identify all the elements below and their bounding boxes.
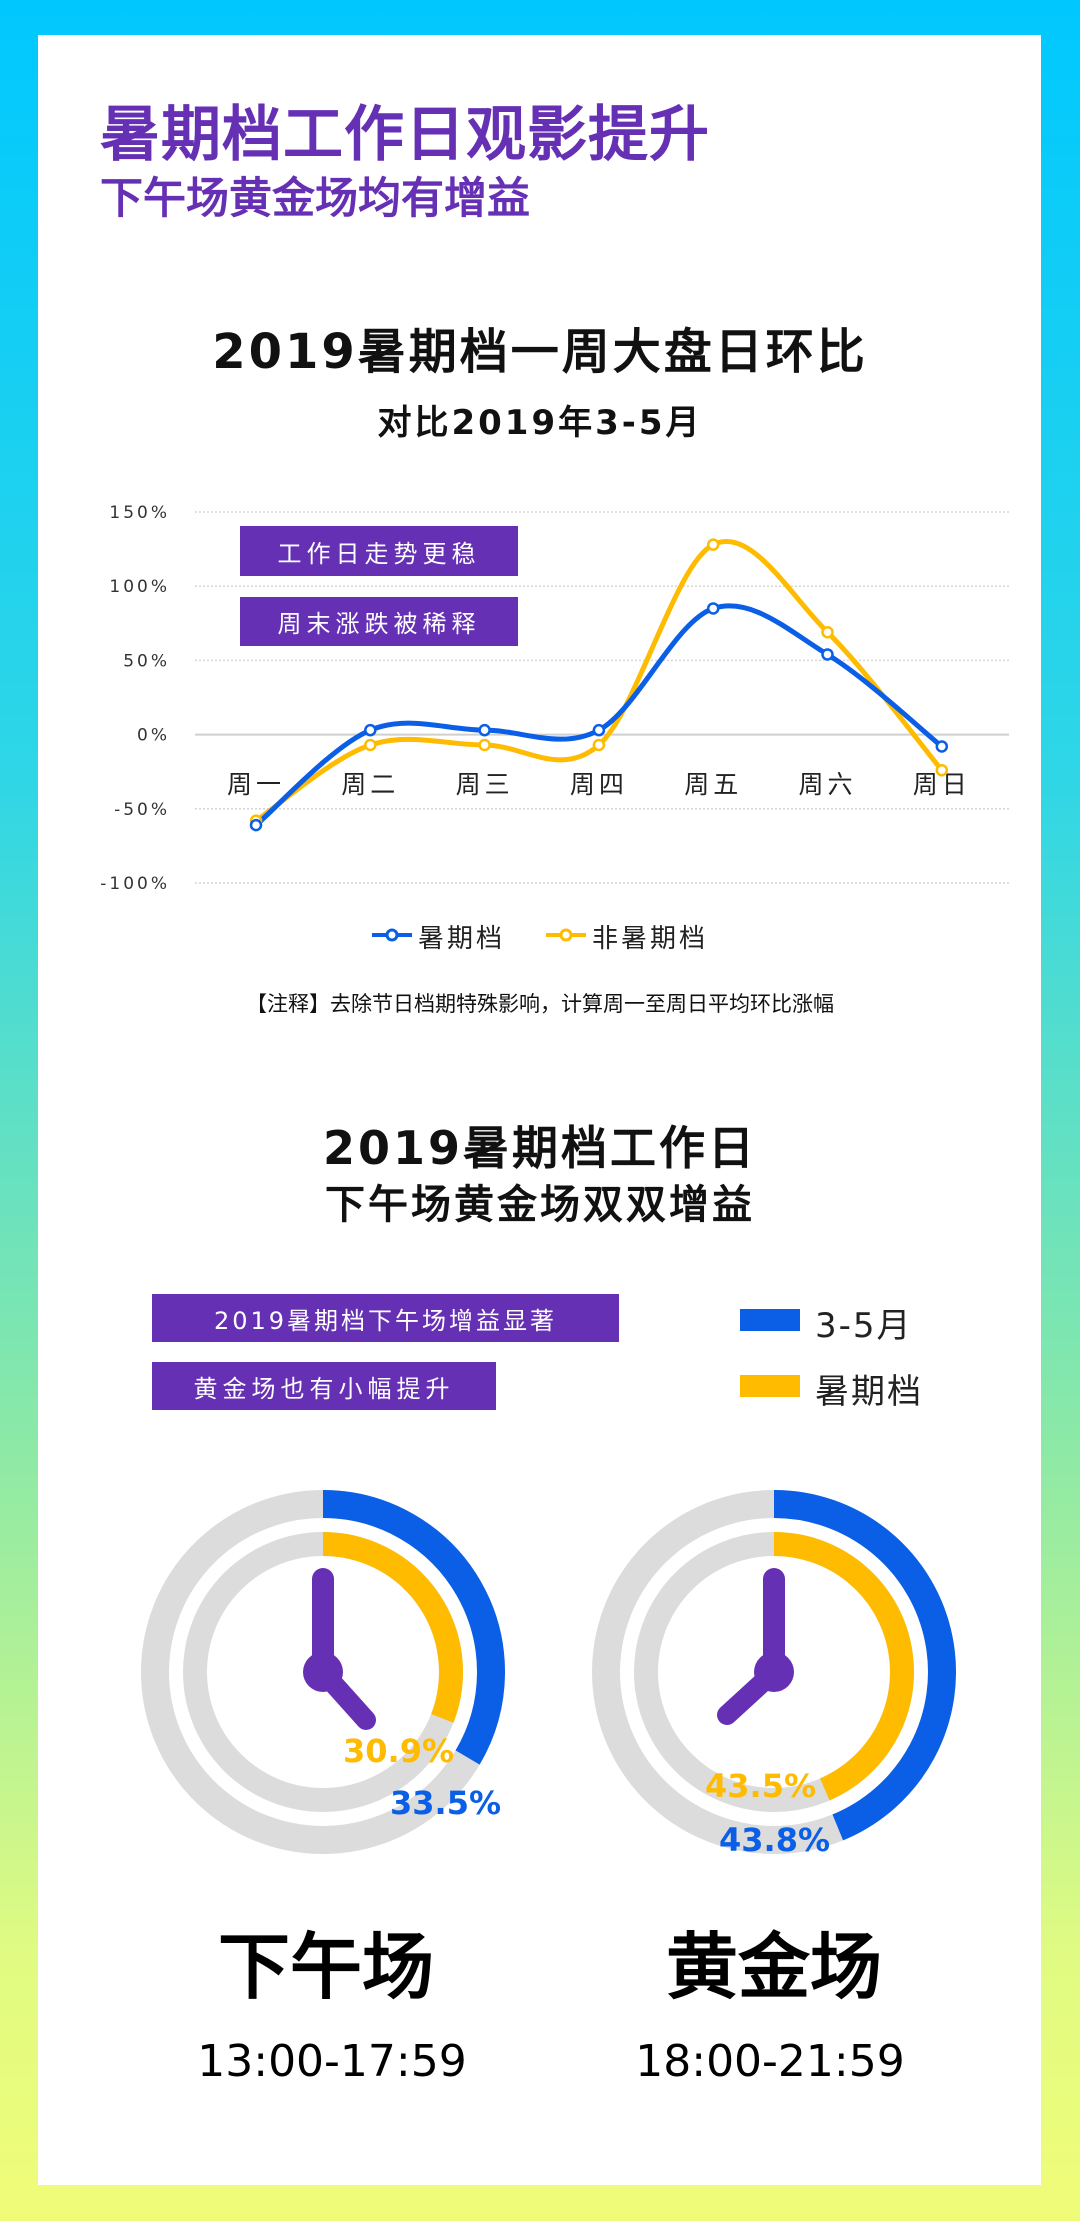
legend-marker-summer	[372, 928, 412, 942]
legend-label-summer-2: 暑期档	[815, 1372, 923, 1412]
afternoon-summer-pct: 30.9%	[343, 1732, 455, 1770]
y-tick-label: 50%	[123, 651, 170, 671]
chart-note: 【注释】去除节日档期特殊影响，计算周一至周日平均环比涨幅	[246, 992, 834, 1016]
x-tick-label: 周一	[227, 770, 285, 799]
data-point	[706, 538, 720, 551]
mar-may-arc	[322, 1490, 505, 1765]
y-tick-label: -100%	[100, 874, 170, 894]
data-point	[478, 723, 491, 737]
x-tick-label: 周六	[798, 770, 856, 799]
infographic-card	[38, 35, 1041, 2185]
prime-time-label: 黄金场	[665, 1925, 882, 2009]
legend-label-non-summer: 非暑期档	[592, 924, 709, 954]
line-chart-title: 2019暑期档一周大盘日环比	[212, 324, 868, 380]
summer-arc	[322, 1532, 463, 1723]
data-point	[364, 738, 377, 752]
prime-mar-may-pct: 43.8%	[719, 1821, 831, 1859]
y-tick-label: 150%	[109, 503, 170, 523]
line-chart-subtitle: 对比2019年3-5月	[377, 403, 703, 443]
legend-label-summer: 暑期档	[418, 924, 506, 954]
x-tick-label: 周五	[684, 770, 742, 799]
data-point	[592, 723, 606, 737]
legend-swatch-summer	[740, 1375, 800, 1397]
mar-may-arc	[773, 1490, 956, 1841]
afternoon-label: 下午场	[217, 1925, 434, 2009]
legend-label-mar-may: 3-5月	[815, 1306, 913, 1346]
y-tick-label: 100%	[109, 577, 170, 597]
afternoon-mar-may-pct: 33.5%	[390, 1784, 502, 1822]
data-point	[592, 738, 606, 752]
clock-section-subtitle: 下午场黄金场双双增益	[325, 1182, 755, 1228]
y-tick-label: -50%	[114, 800, 170, 820]
annotation-afternoon-gain: 2019暑期档下午场增益显著	[152, 1294, 619, 1342]
annotation-workday-stable: 工作日走势更稳	[240, 526, 518, 576]
annotation-prime-time-gain: 黄金场也有小幅提升	[152, 1362, 496, 1410]
page-subtitle: 下午场黄金场均有增益	[100, 174, 530, 224]
data-point	[821, 625, 834, 639]
prime-time-range: 18:00-21:59	[635, 2036, 905, 2087]
data-point	[249, 818, 263, 832]
data-point	[935, 763, 949, 777]
data-point	[821, 648, 834, 661]
clock-hands-icon	[717, 1568, 794, 1725]
clock-hands-icon	[303, 1568, 376, 1730]
x-tick-label: 周三	[456, 770, 514, 799]
line-chart: 150%100%50%0%-50%-100%周一 周二 周三 周四 周五 周六 周日	[100, 503, 1009, 894]
prime-summer-pct: 43.5%	[705, 1767, 817, 1805]
data-point	[706, 602, 720, 615]
legend-swatch-mar-may	[740, 1309, 800, 1331]
afternoon-time-range: 13:00-17:59	[197, 2036, 467, 2087]
x-tick-label: 周二	[341, 770, 399, 799]
x-tick-label: 周四	[570, 770, 628, 799]
y-tick-label: 0%	[137, 726, 170, 746]
data-point	[935, 740, 949, 753]
summer-arc	[773, 1532, 914, 1801]
annotation-weekend-diluted: 周末涨跌被稀释	[240, 597, 518, 646]
legend-marker-non-summer	[546, 928, 586, 942]
data-point	[364, 723, 377, 737]
page-title: 暑期档工作日观影提升	[100, 100, 710, 170]
clock-section-title: 2019暑期档工作日	[322, 1121, 758, 1175]
data-point	[478, 738, 491, 752]
